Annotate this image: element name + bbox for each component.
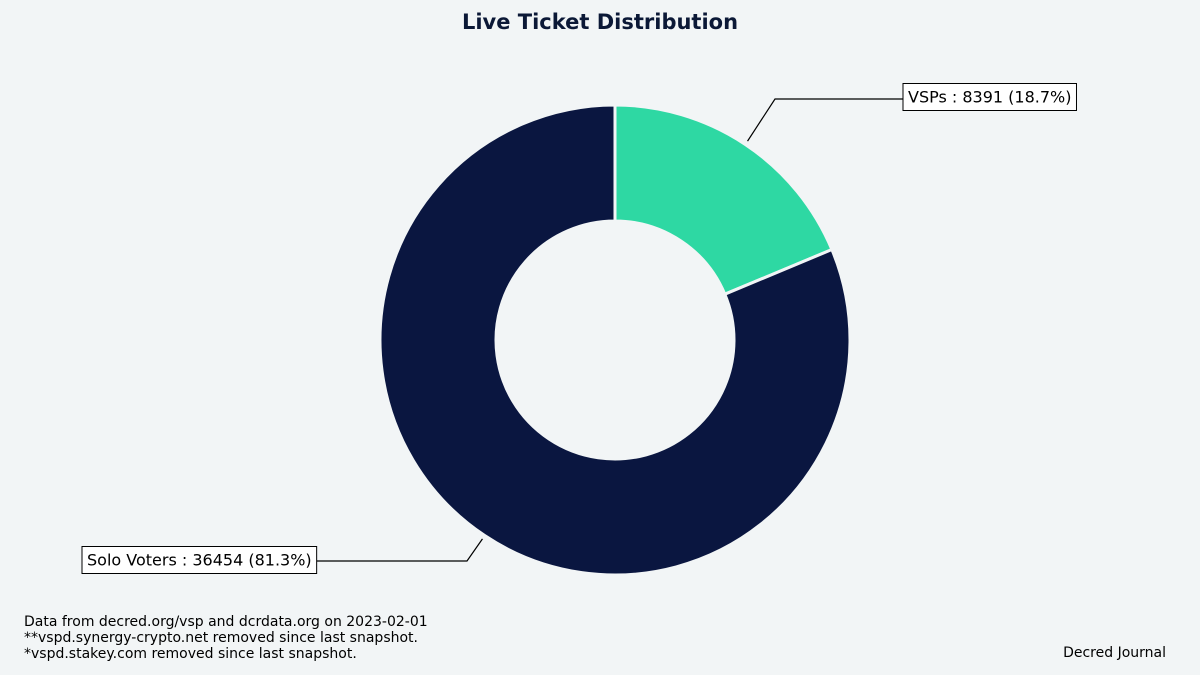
- chart-title: Live Ticket Distribution: [461, 10, 739, 34]
- callout-line-vsps: [747, 98, 903, 142]
- callout-line-solo-voters: [316, 538, 483, 562]
- callout-label-vsps: VSPs : 8391 (18.7%): [908, 88, 1071, 107]
- credit-label: Decred Journal: [1063, 645, 1166, 661]
- callout-box-vsps: [902, 83, 1077, 111]
- footnote: Data from decred.org/vsp and dcrdata.org…: [24, 614, 428, 662]
- callout-label-solo-voters: Solo Voters : 36454 (81.3%): [87, 551, 312, 570]
- footnote-source: Data from decred.org/vsp and dcrdata.org…: [24, 614, 428, 630]
- footnote-removed-stakey: *vspd.stakey.com removed since last snap…: [24, 646, 357, 662]
- slice-vsps: [613, 103, 834, 297]
- callout-box-solo-voters: [81, 546, 318, 574]
- footnote-removed-synergy: **vspd.synergy-crypto.net removed since …: [24, 630, 418, 646]
- slice-solo-voters: [378, 103, 852, 577]
